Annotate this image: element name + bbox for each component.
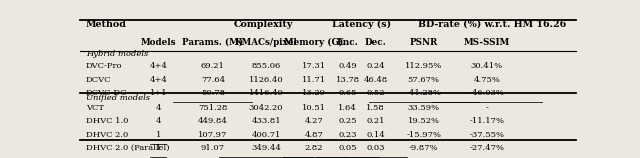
Text: -46.03%: -46.03%	[469, 89, 504, 97]
Text: 1: 1	[156, 144, 161, 152]
Text: 50.78: 50.78	[201, 89, 225, 97]
Text: 10.51: 10.51	[302, 104, 326, 112]
Text: -41.28%: -41.28%	[406, 89, 441, 97]
Text: 1.64: 1.64	[339, 104, 357, 112]
Text: 4: 4	[156, 117, 161, 125]
Text: 3042.20: 3042.20	[249, 104, 284, 112]
Text: DHVC 2.0: DHVC 2.0	[86, 131, 128, 139]
Text: 57.67%: 57.67%	[408, 76, 440, 84]
Text: 0.14: 0.14	[366, 131, 385, 139]
Text: 17.31: 17.31	[302, 62, 326, 70]
Text: 0.21: 0.21	[366, 117, 385, 125]
Text: Latency (s): Latency (s)	[332, 20, 391, 29]
Text: -: -	[485, 104, 488, 112]
Text: 0.03: 0.03	[366, 144, 385, 152]
Text: 1126.40: 1126.40	[249, 76, 284, 84]
Text: 2.82: 2.82	[305, 144, 323, 152]
Text: 4.27: 4.27	[305, 117, 323, 125]
Text: 19.52%: 19.52%	[408, 117, 440, 125]
Text: Complexity: Complexity	[234, 20, 293, 29]
Text: 400.71: 400.71	[252, 131, 281, 139]
Text: Hybrid models: Hybrid models	[86, 50, 148, 58]
Text: BD-rate (%) w.r.t. HM 16.26: BD-rate (%) w.r.t. HM 16.26	[417, 20, 566, 29]
Text: 1.58: 1.58	[366, 104, 385, 112]
Text: Unified models: Unified models	[86, 94, 150, 102]
Text: 0.52: 0.52	[366, 89, 385, 97]
Text: DHVC 2.0 (Parallel): DHVC 2.0 (Parallel)	[86, 144, 170, 152]
Text: -15.97%: -15.97%	[406, 131, 441, 139]
Text: 1+1: 1+1	[150, 89, 167, 97]
Text: Models: Models	[141, 38, 176, 47]
Text: -11.17%: -11.17%	[469, 117, 504, 125]
Text: Params. (M): Params. (M)	[182, 38, 243, 47]
Text: 4+4: 4+4	[149, 76, 167, 84]
Text: PSNR: PSNR	[410, 38, 438, 47]
Text: Method: Method	[86, 20, 127, 29]
Text: 0.49: 0.49	[339, 62, 357, 70]
Text: Memory (G): Memory (G)	[285, 37, 344, 47]
Text: -37.55%: -37.55%	[469, 131, 504, 139]
Text: 0.65: 0.65	[339, 89, 357, 97]
Text: 13.29: 13.29	[302, 89, 326, 97]
Text: 107.97: 107.97	[198, 131, 228, 139]
Text: 349.44: 349.44	[251, 144, 281, 152]
Text: KMACs/pixel: KMACs/pixel	[235, 38, 298, 47]
Text: 433.81: 433.81	[251, 117, 281, 125]
Text: 112.95%: 112.95%	[405, 62, 442, 70]
Text: 30.41%: 30.41%	[470, 62, 503, 70]
Text: Enc.: Enc.	[337, 38, 358, 47]
Text: 13.78: 13.78	[336, 76, 360, 84]
Text: 4+4: 4+4	[149, 62, 167, 70]
Text: 449.84: 449.84	[198, 117, 228, 125]
Text: MS-SSIM: MS-SSIM	[463, 38, 510, 47]
Text: -9.87%: -9.87%	[409, 144, 438, 152]
Text: VCT: VCT	[86, 104, 104, 112]
Text: 11.71: 11.71	[302, 76, 326, 84]
Text: DCVC: DCVC	[86, 76, 111, 84]
Text: 33.59%: 33.59%	[408, 104, 440, 112]
Text: DHVC 1.0: DHVC 1.0	[86, 117, 129, 125]
Text: 46.48: 46.48	[364, 76, 388, 84]
Text: 0.25: 0.25	[339, 117, 357, 125]
Text: Dec.: Dec.	[365, 38, 387, 47]
Text: DVC-Pro: DVC-Pro	[86, 62, 122, 70]
Text: 4: 4	[156, 104, 161, 112]
Text: 91.07: 91.07	[201, 144, 225, 152]
Text: 855.06: 855.06	[252, 62, 280, 70]
Text: 4.75%: 4.75%	[474, 76, 500, 84]
Text: 77.64: 77.64	[201, 76, 225, 84]
Text: DCVC-DC: DCVC-DC	[86, 89, 127, 97]
Text: 0.23: 0.23	[339, 131, 357, 139]
Text: 751.28: 751.28	[198, 104, 228, 112]
Text: 1: 1	[156, 131, 161, 139]
Text: 1416.49: 1416.49	[248, 89, 284, 97]
Text: 0.05: 0.05	[339, 144, 357, 152]
Text: -27.47%: -27.47%	[469, 144, 504, 152]
Text: 0.24: 0.24	[366, 62, 385, 70]
Text: 4.87: 4.87	[305, 131, 324, 139]
Text: 69.21: 69.21	[201, 62, 225, 70]
